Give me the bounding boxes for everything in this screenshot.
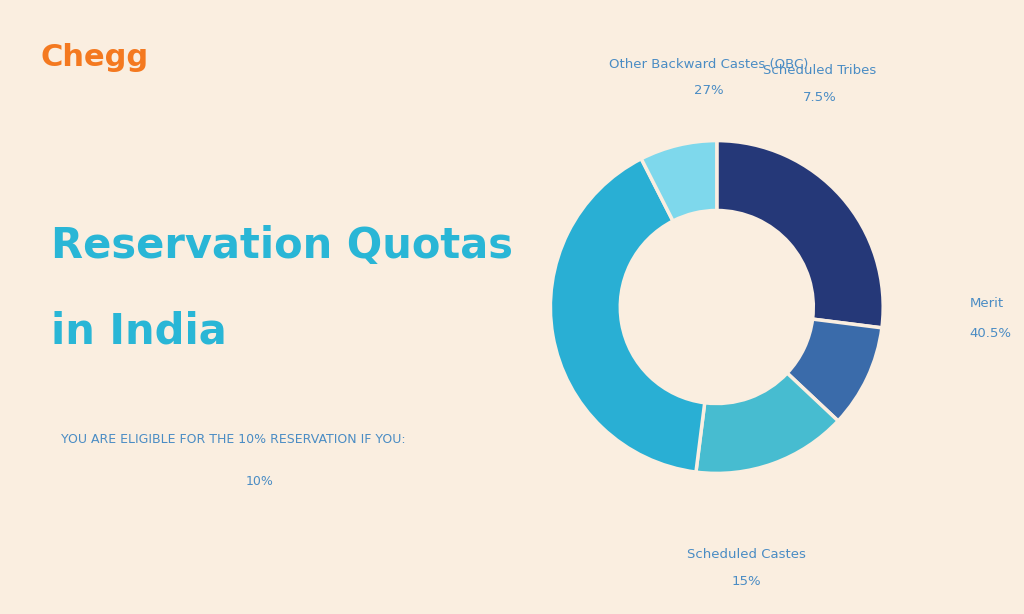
Text: Other Backward Castes (OBC): Other Backward Castes (OBC) <box>609 58 808 71</box>
Text: YOU ARE ELIGIBLE FOR THE 10% RESERVATION IF YOU:: YOU ARE ELIGIBLE FOR THE 10% RESERVATION… <box>61 432 407 446</box>
Text: 27%: 27% <box>693 84 723 98</box>
Text: in India: in India <box>51 311 227 352</box>
Wedge shape <box>641 141 717 221</box>
Text: 15%: 15% <box>732 575 762 588</box>
Text: 7.5%: 7.5% <box>803 91 837 104</box>
Text: Scheduled Castes: Scheduled Castes <box>687 548 806 561</box>
Text: Reservation Quotas: Reservation Quotas <box>51 225 513 266</box>
Wedge shape <box>551 159 705 472</box>
Text: 10%: 10% <box>246 475 273 489</box>
Text: Merit: Merit <box>970 297 1004 310</box>
Wedge shape <box>787 319 882 421</box>
Text: 40.5%: 40.5% <box>970 327 1012 340</box>
Wedge shape <box>696 373 838 473</box>
Wedge shape <box>717 141 883 328</box>
Text: Chegg: Chegg <box>41 43 150 72</box>
Text: Scheduled Tribes: Scheduled Tribes <box>763 64 877 77</box>
